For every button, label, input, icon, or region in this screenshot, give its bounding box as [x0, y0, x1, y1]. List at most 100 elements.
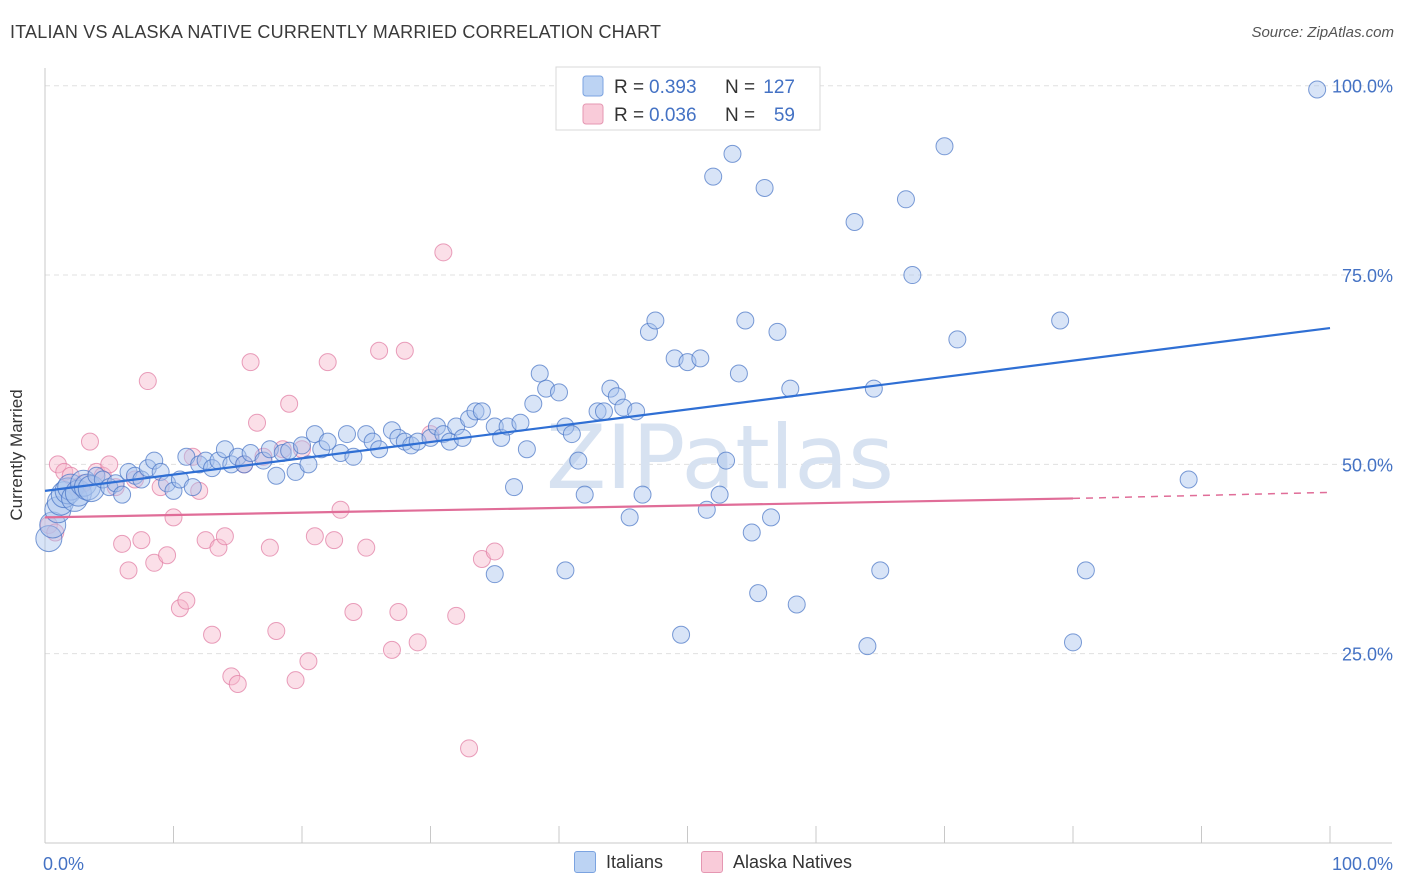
italians-point [472, 402, 491, 421]
alaska-natives-point [119, 561, 138, 580]
italians-point [697, 500, 716, 519]
italians-point [1179, 470, 1198, 489]
tick-labels: 25.0% 50.0% 75.0% 100.0% 0.0% 100.0% [43, 77, 1393, 874]
italians-point [594, 402, 613, 421]
alaska-natives-points [39, 243, 504, 758]
alaska-natives-point [241, 353, 260, 372]
alaska-natives-point [158, 546, 177, 565]
italians-point [312, 440, 331, 459]
trend-lines [44, 326, 1331, 519]
chart-title: ITALIAN VS ALASKA NATIVE CURRENTLY MARRI… [10, 22, 662, 42]
italians-point [768, 322, 787, 341]
italians-point [337, 425, 356, 444]
italians-point [530, 364, 549, 383]
alaska-natives-point [305, 527, 324, 546]
alaska-natives-trend-extension [1072, 491, 1331, 500]
alaska-natives-point [260, 538, 279, 557]
italians-points [35, 80, 1327, 656]
alaska-natives-point [357, 538, 376, 557]
italians-point [762, 508, 781, 527]
italians-point [382, 421, 401, 440]
alaska-natives-point [100, 455, 119, 474]
italians-point [787, 595, 806, 614]
alaska-natives-point [408, 633, 427, 652]
alaska-natives-trend-line [44, 497, 1074, 519]
italians-point [639, 322, 658, 341]
italians-point [729, 364, 748, 383]
italians-point [601, 379, 620, 398]
italians-point [620, 508, 639, 527]
source-label: Source: ZipAtlas.com [1251, 24, 1394, 41]
alaska-natives-point [267, 621, 286, 640]
italians-point [196, 451, 215, 470]
stats-n-label: N = [725, 105, 755, 126]
x-tick-label: 100.0% [1332, 854, 1393, 874]
stats-r-value: 0.036 [649, 105, 697, 126]
alaska-natives-point [248, 413, 267, 432]
alaska-natives-point [228, 674, 247, 693]
italians-point [691, 349, 710, 368]
italians-point [864, 379, 883, 398]
italians-point [299, 455, 318, 474]
legend-label-alaska-natives: Alaska Natives [733, 851, 853, 872]
stats-r-value: 0.393 [649, 77, 697, 98]
italians-point [145, 451, 164, 470]
italians-trend-line [44, 326, 1331, 492]
italians-point [575, 485, 594, 504]
alaska-natives-point [203, 625, 222, 644]
italians-point [646, 311, 665, 330]
alaska-natives-point [222, 667, 241, 686]
italians-point [749, 584, 768, 603]
alaska-natives-point [177, 591, 196, 610]
italians-point [755, 178, 774, 197]
stats-legend: R = 0.393 N = 127 R = 0.036 N = 59 [555, 66, 821, 131]
alaska-natives-point [164, 508, 183, 527]
stats-r-label: R = [614, 105, 644, 126]
alaska-natives-point [215, 527, 234, 546]
italians-point [871, 561, 890, 580]
alaska-natives-point [460, 739, 479, 758]
italians-point [485, 417, 504, 436]
italians-point [164, 481, 183, 500]
alaska-natives-point [389, 603, 408, 622]
alaska-natives-point [170, 599, 189, 618]
watermark-text: ZIPatlas [546, 406, 894, 509]
italians-point [948, 330, 967, 349]
italians-point [183, 478, 202, 497]
watermark: ZIPatlas [546, 406, 894, 509]
axes [44, 68, 1392, 844]
italians-point [717, 451, 736, 470]
italians-point [896, 190, 915, 209]
italians-point [710, 485, 729, 504]
alaska-natives-point [48, 455, 67, 474]
italians-point [293, 436, 311, 455]
italians-point [569, 451, 588, 470]
alaska-natives-point [280, 394, 299, 413]
italians-point [736, 311, 755, 330]
legend-item-italians[interactable]: Italians [574, 851, 663, 873]
legend-item-alaska-natives[interactable]: Alaska Natives [701, 851, 852, 873]
alaska-natives-point [80, 432, 99, 451]
italians-point [562, 425, 581, 444]
italians-point [517, 440, 536, 459]
italians-point [1076, 561, 1095, 580]
italians-point [318, 432, 337, 451]
alaska-natives-point [132, 531, 151, 550]
italians-point [1051, 311, 1070, 330]
alaska-natives-point [485, 542, 504, 561]
alaska-natives-point [318, 353, 337, 372]
stats-legend-swatch [582, 75, 604, 97]
y-tick-label: 50.0% [1342, 455, 1393, 475]
alaska-natives-point [273, 440, 292, 459]
alaska-natives-point [138, 372, 157, 391]
alaska-natives-point [344, 603, 363, 622]
italians-point [1064, 633, 1082, 652]
italians-swatch [574, 851, 596, 873]
italians-point [935, 137, 954, 156]
italians-point [466, 402, 485, 421]
italians-point [113, 485, 132, 504]
italians-point [427, 417, 446, 436]
stats-n-value: 59 [774, 105, 795, 126]
italians-point [845, 213, 864, 232]
